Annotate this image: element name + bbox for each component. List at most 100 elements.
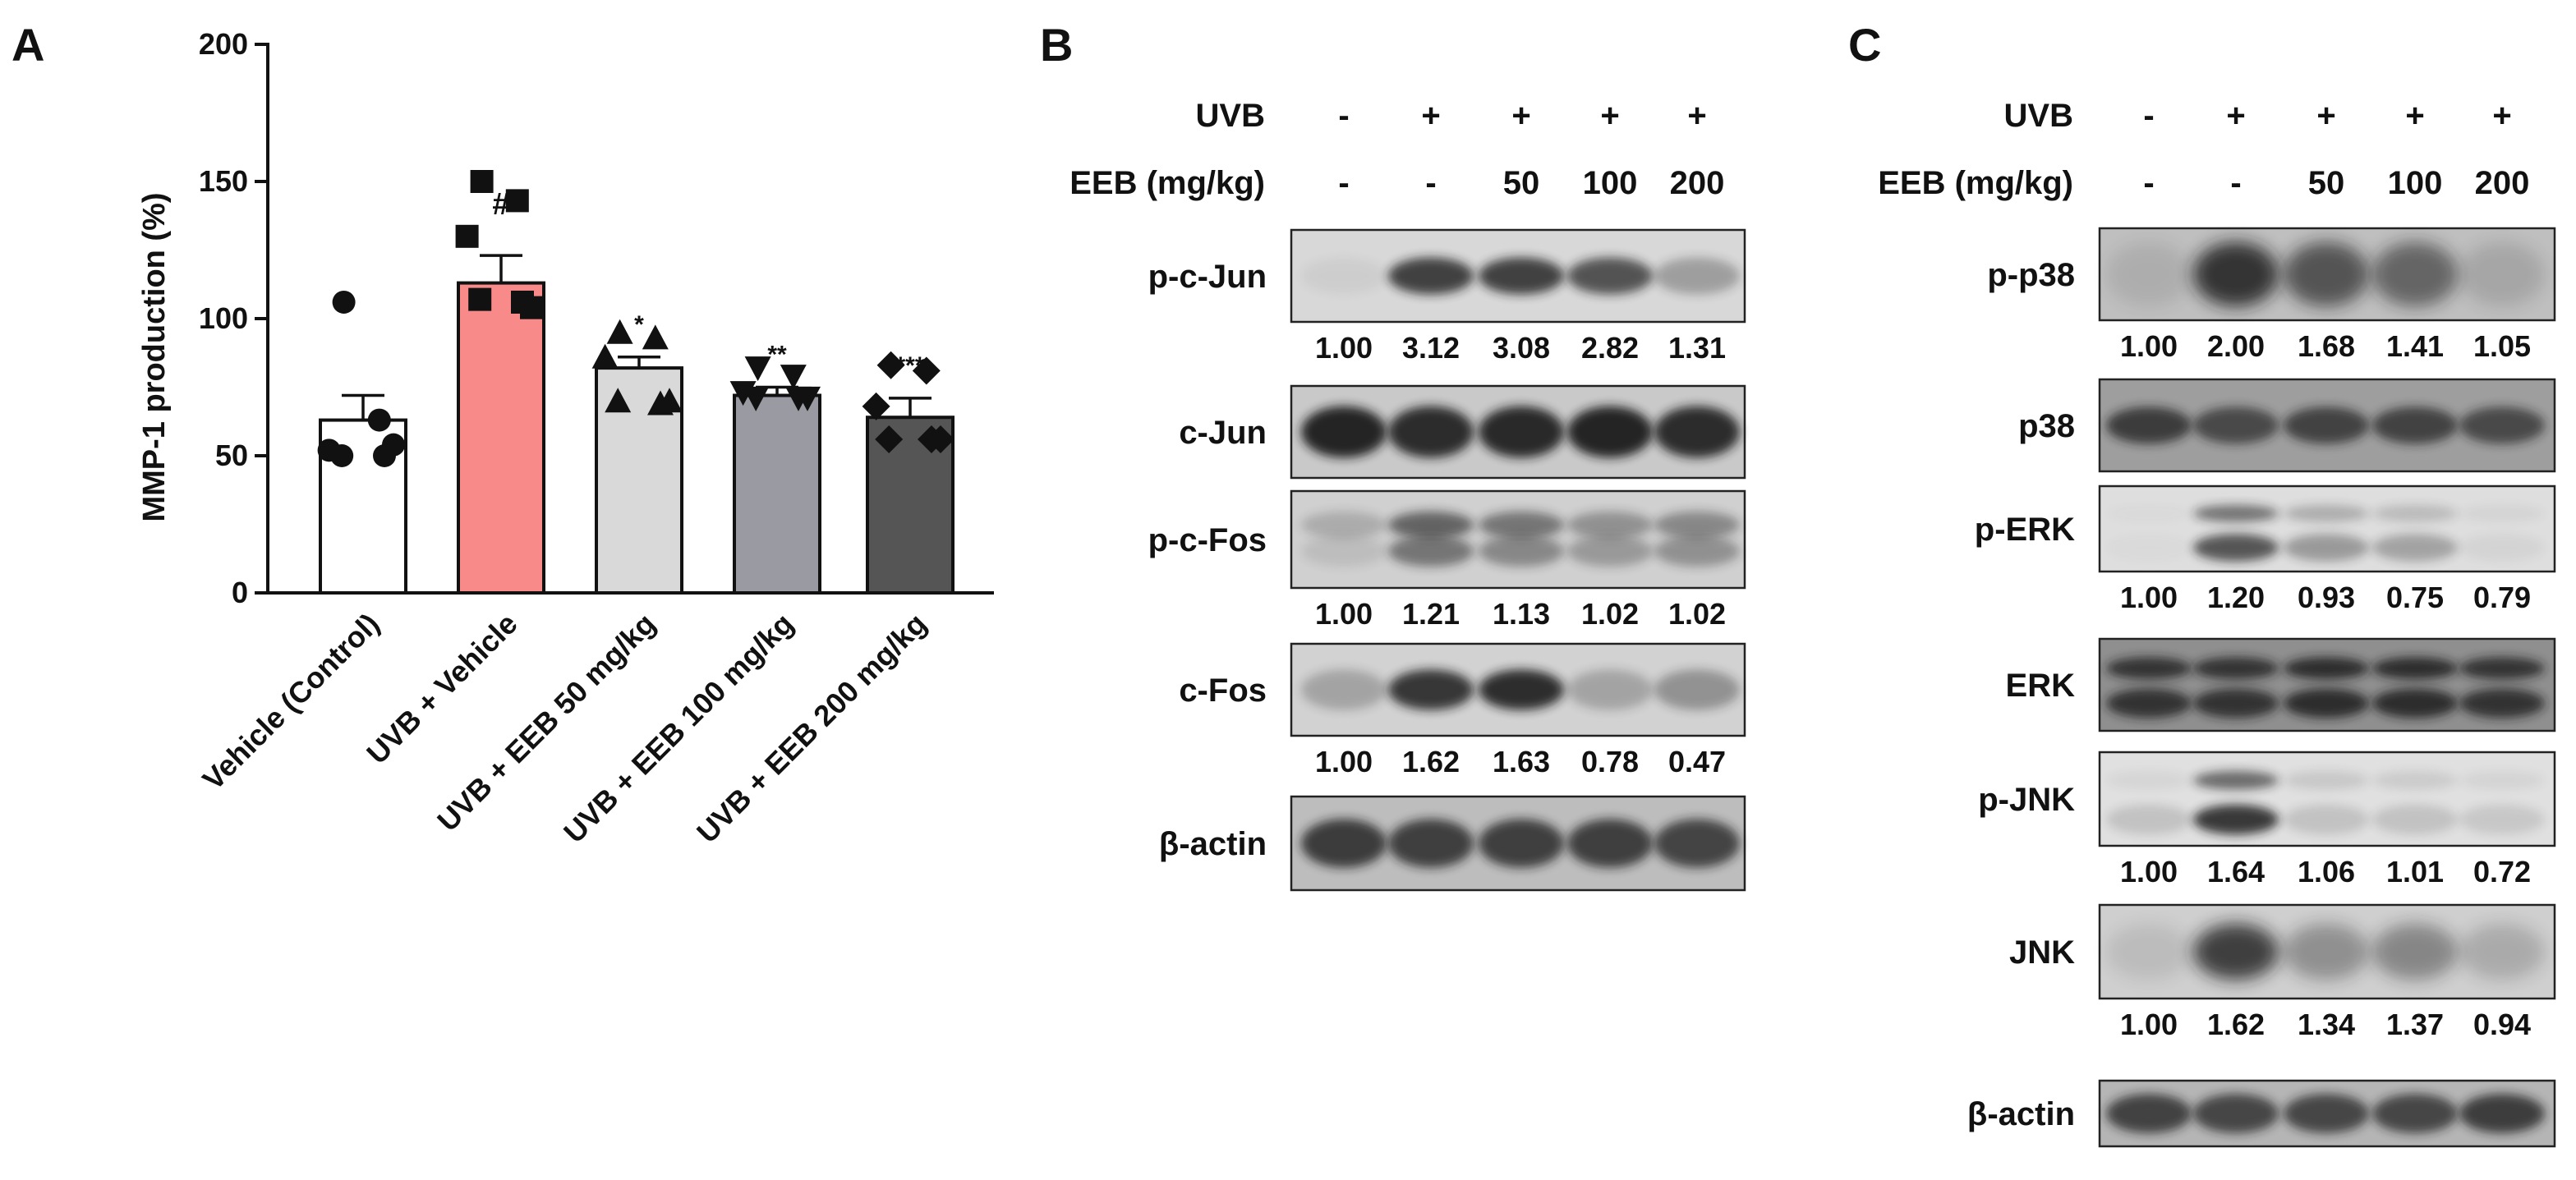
quant-value: 2.00 [2207, 329, 2265, 363]
blot-band [2106, 241, 2192, 307]
data-point [505, 189, 529, 213]
blot-3 [1290, 642, 1746, 737]
data-point [330, 444, 354, 467]
blot-frame [2098, 227, 2556, 322]
blot-band [2106, 923, 2192, 980]
blot-frame [2098, 903, 2556, 1000]
blot-label: β-actin [1967, 1096, 2075, 1132]
condition-label: EEB (mg/kg) [1070, 165, 1265, 201]
blot-6 [2098, 1079, 2556, 1148]
blot-frame [1290, 795, 1746, 892]
blot-band [2459, 688, 2545, 719]
blot-band [1388, 669, 1474, 710]
blot-band [2106, 534, 2192, 561]
blot-band [1301, 535, 1387, 567]
blot-band [2284, 770, 2369, 790]
quant-value: 0.94 [2473, 1008, 2531, 1041]
blot-band [2372, 534, 2458, 562]
blot-band [1567, 535, 1653, 567]
data-point [743, 386, 770, 411]
blot-band [1301, 257, 1387, 295]
quant-value: 1.63 [1493, 745, 1550, 778]
condition-value: - [2143, 98, 2154, 134]
blot-band [1388, 819, 1474, 868]
blot-band [2459, 923, 2545, 980]
blots-c: UVB - + + + + EEB (mg/kg) - - 50 100 200 p-p38 1.00 2.… [1878, 98, 2556, 1148]
blot-band [1388, 535, 1474, 567]
blot-label: JNK [2009, 934, 2075, 971]
condition-value: - [1338, 165, 1349, 201]
blot-band [2372, 406, 2458, 444]
blot-band [2284, 406, 2369, 444]
blot-band [2284, 1094, 2369, 1133]
quant-value: 1.00 [1315, 745, 1373, 778]
category-label: UVB + EEB 200 mg/kg [690, 607, 933, 850]
significance-mark: # [492, 187, 509, 222]
blot-band [2284, 657, 2369, 680]
blot-band [1388, 406, 1474, 458]
quant-value: 0.78 [1581, 745, 1639, 778]
blot-band [1654, 819, 1740, 868]
blot-band [2459, 406, 2545, 444]
blot-band [1654, 257, 1740, 295]
blot-band [1479, 535, 1564, 567]
quant-value: 1.00 [2120, 329, 2178, 363]
blot-band [1479, 257, 1564, 295]
blot-band [2372, 688, 2458, 719]
quant-value: 0.79 [2473, 581, 2531, 614]
blot-5 [2098, 903, 2556, 1000]
condition-value: + [2492, 98, 2511, 134]
blot-band [1301, 819, 1387, 868]
quant-value: 2.82 [1581, 331, 1639, 365]
data-point [862, 392, 890, 420]
blot-band [1654, 535, 1740, 567]
blot-label: c-Fos [1179, 673, 1267, 709]
blot-band [2106, 505, 2192, 522]
blot-band [1301, 511, 1387, 539]
quant-value: 1.02 [1668, 597, 1726, 631]
blot-band [1567, 511, 1653, 539]
blot-frame [1290, 228, 1746, 324]
condition-value: - [1425, 165, 1436, 201]
blot-band [2372, 1094, 2458, 1133]
blot-band [1479, 669, 1564, 710]
blot-0 [2098, 227, 2556, 322]
blot-band [2193, 504, 2279, 522]
data-point [332, 290, 356, 314]
blot-label: p-c-Jun [1148, 259, 1267, 295]
blot-band [1301, 669, 1387, 710]
blot-band [1654, 669, 1740, 710]
condition-value: - [2230, 165, 2241, 201]
data-point [744, 356, 771, 382]
condition-value: - [1338, 98, 1349, 134]
condition-value: - [2143, 165, 2154, 201]
blot-label: c-Jun [1179, 415, 1267, 451]
condition-value: 200 [2475, 165, 2530, 201]
blot-frame [2098, 378, 2556, 473]
panel-c-western-blot: C UVB - + + + + EEB (mg/kg) - - 50 100 200 p-p38 1.00… [1848, 19, 2556, 1148]
condition-value: 200 [1670, 165, 1725, 201]
blot-label: β-actin [1159, 826, 1267, 862]
quant-value: 1.34 [2298, 1008, 2355, 1041]
significance-mark: ** [767, 342, 787, 369]
blot-band [2372, 241, 2458, 307]
blot-band [1654, 406, 1740, 458]
blot-label: p-JNK [1978, 782, 2075, 818]
condition-value: + [2405, 98, 2424, 134]
blot-band [2459, 534, 2545, 562]
blot-frame [2098, 484, 2556, 573]
condition-label: UVB [1196, 98, 1265, 134]
quant-value: 1.62 [1402, 745, 1460, 778]
blot-band [2193, 804, 2279, 835]
blot-band [2106, 688, 2192, 719]
quant-value: 0.93 [2298, 581, 2355, 614]
points-a [317, 170, 954, 467]
panel-letter-b: B [1040, 19, 1073, 71]
bars-a: #*** *** [319, 187, 954, 595]
blot-band [1479, 819, 1564, 868]
blot-frame [2098, 1079, 2556, 1148]
condition-value: 100 [2388, 165, 2443, 201]
